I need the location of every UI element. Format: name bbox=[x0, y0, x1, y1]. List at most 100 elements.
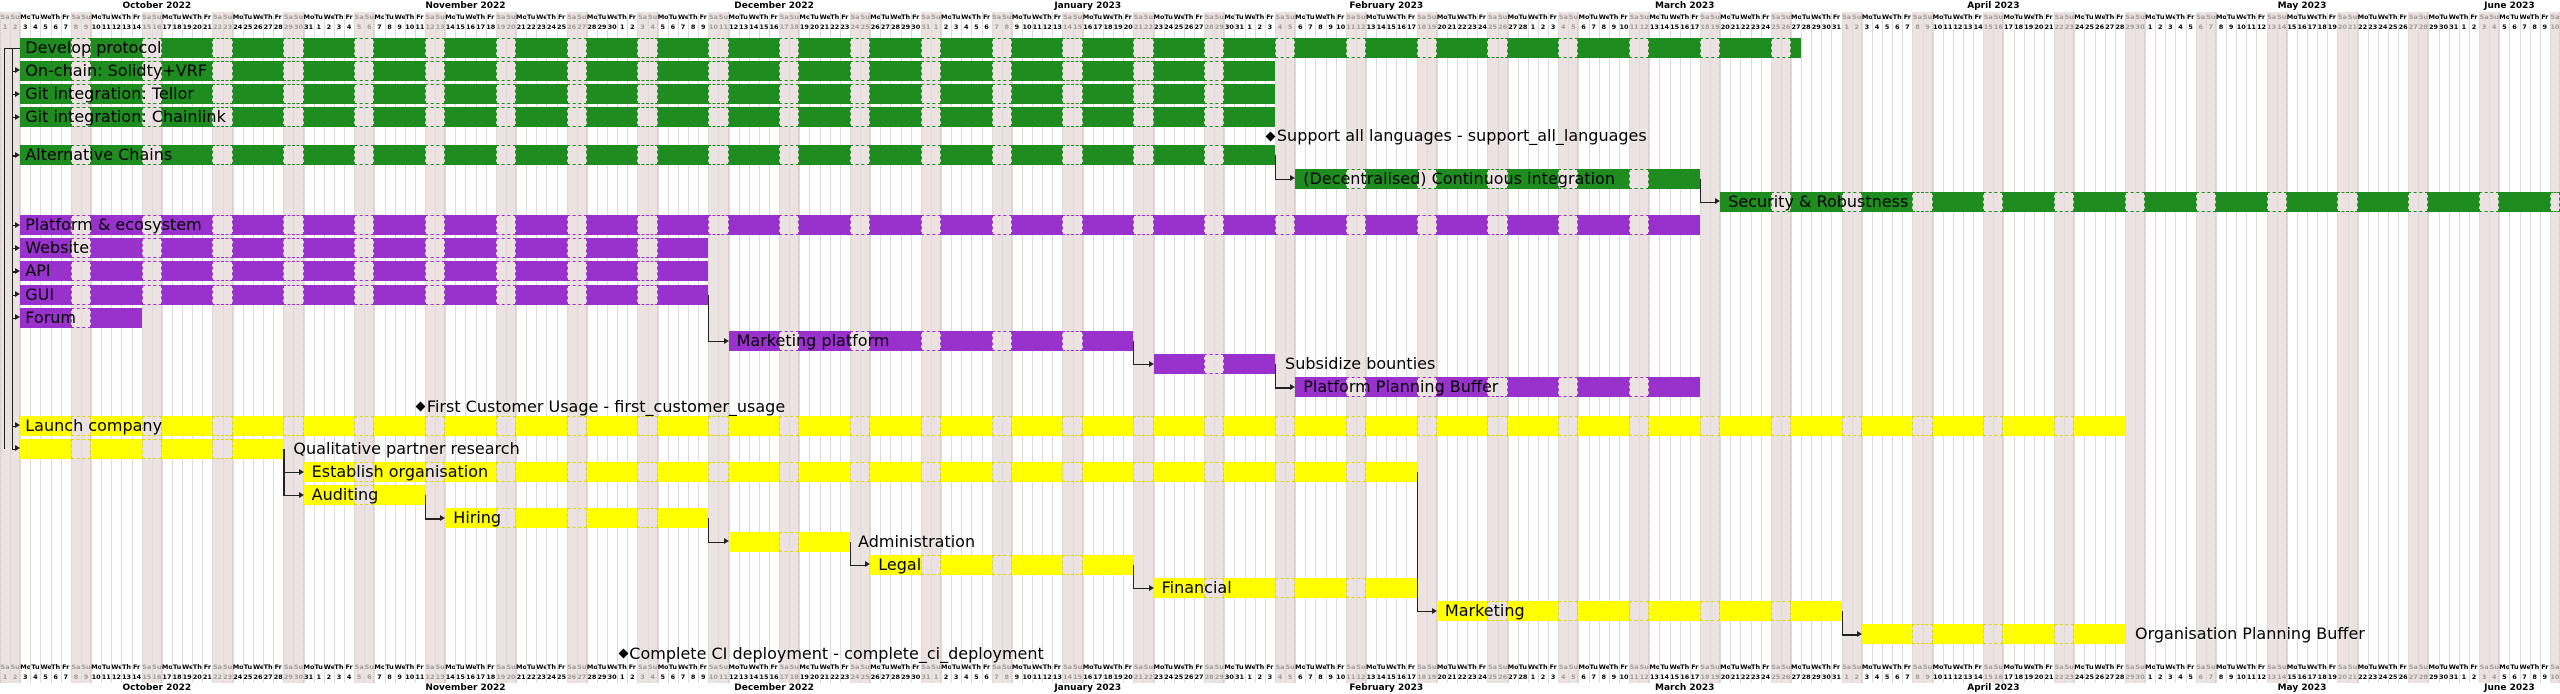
day-gridline bbox=[1598, 12, 1600, 683]
day-number: 15 bbox=[1386, 673, 1396, 681]
day-number: 26 bbox=[253, 673, 263, 681]
weekday-label: Su bbox=[1143, 13, 1154, 21]
task-bar-alternative-chains bbox=[1082, 145, 1134, 166]
day-gridline bbox=[1730, 12, 1732, 683]
weekday-label: Mo bbox=[941, 663, 952, 671]
task-bar-weekend-gap bbox=[991, 60, 1012, 81]
day-number: 1 bbox=[1530, 673, 1536, 681]
day-number: 10 bbox=[91, 673, 101, 681]
day-number: 17 bbox=[162, 673, 172, 681]
day-number: 2 bbox=[943, 673, 949, 681]
day-number: 24 bbox=[2074, 23, 2084, 31]
weekday-label: Sa bbox=[2550, 13, 2560, 21]
weekday-label: Su bbox=[718, 13, 729, 21]
weekday-label: Fr bbox=[487, 13, 495, 21]
day-number: 18 bbox=[1700, 673, 1710, 681]
task-bar-security-robustness bbox=[2215, 191, 2267, 212]
weekday-label: We bbox=[1457, 13, 1468, 21]
day-number: 4 bbox=[1277, 23, 1283, 31]
task-bar-weekend-gap bbox=[424, 37, 446, 58]
task-bar-weekend-gap bbox=[1487, 215, 1508, 235]
weekday-label: Fr bbox=[770, 13, 778, 21]
day-number: 8 bbox=[1915, 673, 1920, 681]
day-gridline bbox=[2246, 12, 2248, 683]
task-bar-develop-protocol bbox=[1082, 37, 1134, 58]
day-gridline bbox=[677, 12, 679, 683]
task-bar-platform-ecosystem bbox=[1082, 215, 1134, 235]
day-number: 26 bbox=[870, 23, 880, 31]
weekday-label: Tu bbox=[1164, 13, 1173, 21]
task-bar-weekend-gap bbox=[637, 84, 658, 104]
task-bar-api bbox=[303, 261, 355, 282]
task-bar-weekend-gap bbox=[637, 60, 658, 81]
day-gridline bbox=[1457, 12, 1459, 683]
day-gridline bbox=[2489, 12, 2491, 683]
weekday-label: Th bbox=[688, 13, 698, 21]
task-bar-git-integration-chainlink bbox=[1224, 107, 1275, 128]
task-bar-git-integration-tellor bbox=[1224, 84, 1275, 104]
weekday-label: Th bbox=[1255, 13, 1265, 21]
day-number: 17 bbox=[1407, 673, 1417, 681]
weekday-label: We bbox=[1598, 663, 1609, 671]
day-number: 29 bbox=[283, 673, 293, 681]
day-gridline bbox=[1720, 12, 1722, 683]
task-bar-develop-protocol bbox=[1436, 37, 1488, 58]
weekday-label: Sa bbox=[2196, 663, 2206, 671]
task-bar-api bbox=[516, 261, 567, 282]
day-number: 30 bbox=[911, 23, 921, 31]
weekday-label: Tu bbox=[810, 663, 819, 671]
day-number: 1 bbox=[1844, 673, 1849, 681]
task-bar-weekend-gap bbox=[70, 215, 92, 235]
day-number: 10 bbox=[1619, 673, 1629, 681]
day-number: 5 bbox=[1287, 673, 1293, 681]
task-bar-weekend-gap bbox=[1629, 37, 1650, 58]
day-number: 15 bbox=[1983, 23, 1993, 31]
task-bar-weekend-gap bbox=[141, 37, 162, 58]
task-bar-on-chain-solidty-vrf bbox=[1153, 60, 1205, 81]
weekday-label: Mo bbox=[20, 13, 31, 21]
day-number: 9 bbox=[83, 673, 89, 681]
day-number: 8 bbox=[387, 673, 392, 681]
task-bar-api bbox=[374, 261, 425, 282]
task-bar-gui bbox=[445, 284, 496, 305]
weekday-label: Sa bbox=[921, 13, 931, 21]
day-number: 7 bbox=[2208, 23, 2214, 31]
weekday-label: Mo bbox=[1790, 663, 1802, 671]
task-bar-develop-protocol bbox=[516, 37, 567, 58]
task-bar-weekend-gap bbox=[1133, 37, 1154, 58]
task-bar-weekend-gap bbox=[495, 60, 517, 81]
weekday-label: Sa bbox=[567, 663, 577, 671]
day-number: 30 bbox=[2439, 673, 2449, 681]
weekday-label: Th bbox=[476, 663, 486, 671]
day-number: 21 bbox=[820, 23, 830, 31]
task-bar-security-robustness bbox=[2286, 191, 2338, 212]
day-number: 2 bbox=[1854, 673, 1859, 681]
day-gridline bbox=[505, 12, 507, 683]
day-number: 23 bbox=[2368, 23, 2378, 31]
day-gridline bbox=[1244, 12, 1246, 683]
task-bar-git-integration-chainlink bbox=[161, 107, 213, 128]
weekday-label: We bbox=[1173, 13, 1184, 21]
day-number: 25 bbox=[243, 23, 253, 31]
weekday-label: We bbox=[2023, 13, 2034, 21]
day-number: 1 bbox=[1247, 23, 1252, 31]
task-bar-weekend-gap bbox=[566, 37, 587, 58]
day-number: 27 bbox=[2408, 673, 2418, 681]
weekday-label: Th bbox=[617, 663, 627, 671]
task-bar-weekend-gap bbox=[1629, 215, 1650, 235]
day-number: 26 bbox=[2095, 23, 2105, 31]
day-number: 27 bbox=[1508, 23, 1518, 31]
weekday-label: Tu bbox=[1589, 663, 1598, 671]
day-number: 31 bbox=[304, 673, 314, 681]
task-bar-weekend-gap bbox=[495, 261, 517, 282]
task-bar-security-robustness bbox=[2003, 191, 2055, 212]
day-gridline bbox=[394, 12, 396, 683]
weekday-label: We bbox=[748, 13, 759, 21]
day-number: 21 bbox=[1447, 673, 1457, 681]
task-bar-weekend-gap bbox=[424, 238, 446, 259]
task-bar-develop-protocol bbox=[1507, 37, 1559, 58]
day-number: 9 bbox=[397, 673, 402, 681]
day-number: 13 bbox=[1649, 673, 1659, 681]
task-bar-weekend-gap bbox=[1062, 145, 1083, 166]
day-number: 17 bbox=[1690, 23, 1700, 31]
